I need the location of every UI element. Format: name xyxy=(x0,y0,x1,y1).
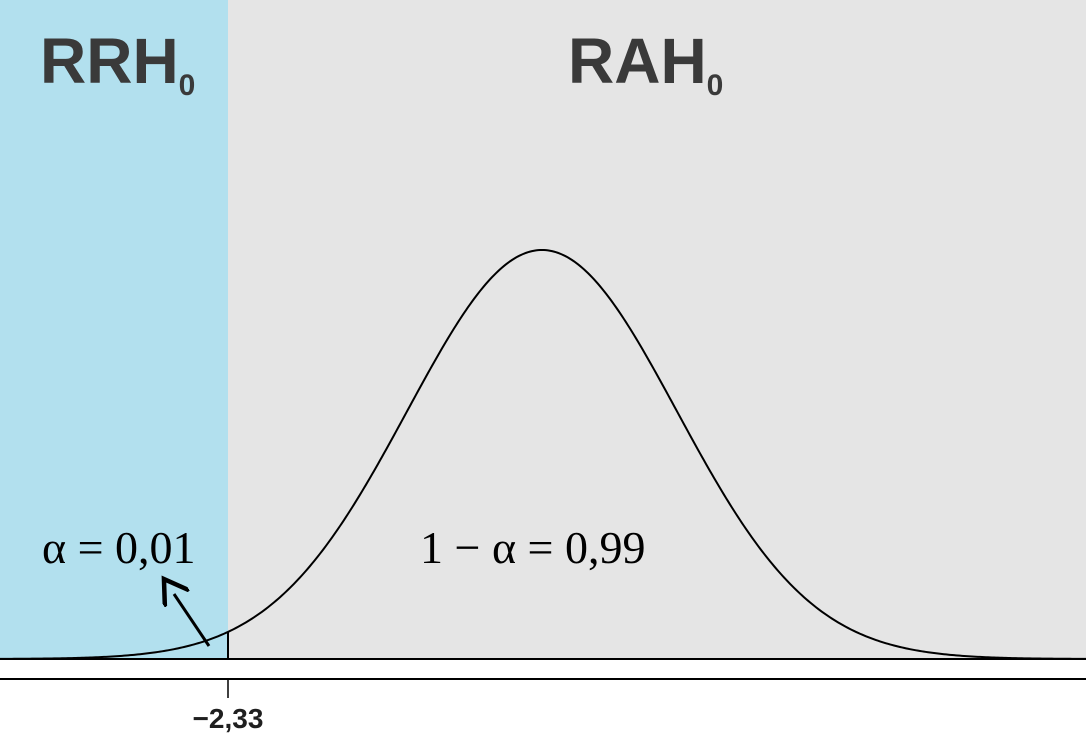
rejection-region xyxy=(0,0,228,659)
acceptance-region-label: RAH0 xyxy=(568,25,723,102)
normal-distribution-curve xyxy=(0,248,1086,660)
alpha-annotation: α = 0,01 xyxy=(42,522,196,573)
rejection-region-label: RRH0 xyxy=(40,25,195,102)
acceptance-region xyxy=(228,0,1086,659)
alpha-pointer-arrow xyxy=(174,594,211,647)
critical-value-label: −2,33 xyxy=(193,703,264,734)
confidence-annotation: 1 − α = 0,99 xyxy=(420,522,646,573)
